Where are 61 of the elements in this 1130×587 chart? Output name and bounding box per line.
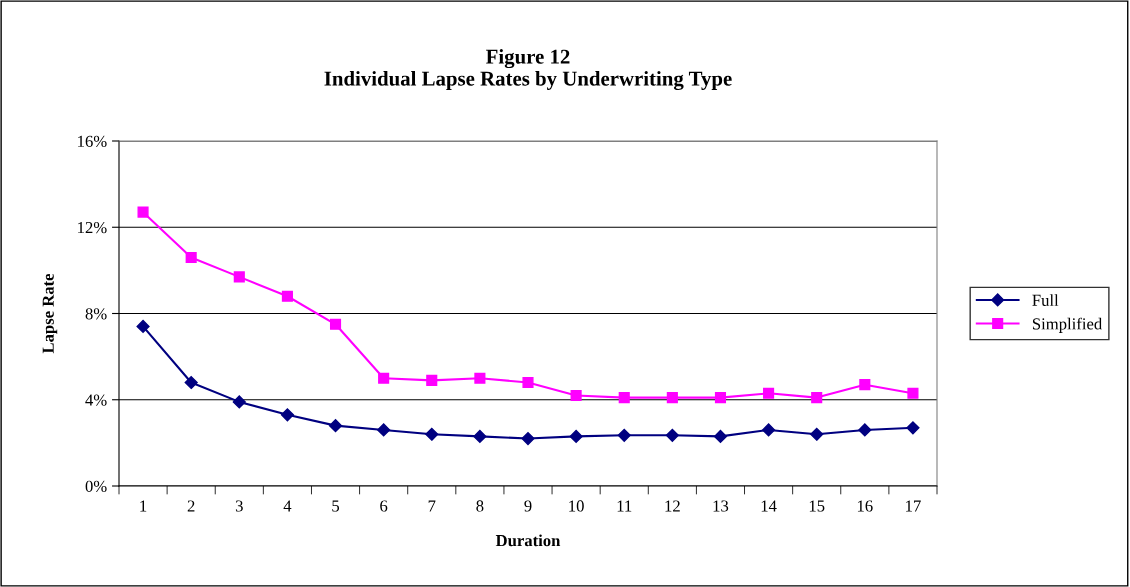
x-tick-label: 7 xyxy=(428,500,436,512)
point xyxy=(522,376,534,389)
legend-label: Full xyxy=(1032,294,1059,306)
y-axis-title: Lapse Rate xyxy=(42,273,58,354)
y-tick-label: 16% xyxy=(78,135,107,147)
x-tick-label: 14 xyxy=(761,500,777,512)
x-tick-label: 11 xyxy=(617,500,632,512)
y-tick-label: 4% xyxy=(85,394,107,406)
x-tick-label: 4 xyxy=(283,500,292,512)
x-tick-label: 2 xyxy=(187,500,195,512)
x-tick-label: 3 xyxy=(235,500,243,512)
point xyxy=(233,271,245,283)
point xyxy=(713,429,728,443)
point xyxy=(184,375,198,390)
point xyxy=(521,431,535,446)
point xyxy=(329,318,342,330)
point xyxy=(425,427,439,441)
point xyxy=(714,392,727,404)
legend-label: Simplified xyxy=(1032,317,1103,333)
x-tick-label: 15 xyxy=(809,500,825,512)
point xyxy=(474,372,486,384)
x-tick-label: 6 xyxy=(380,500,388,512)
point xyxy=(570,389,582,401)
x-tick-label: 16 xyxy=(857,500,873,512)
point xyxy=(906,421,920,435)
chart-title: Figure 12 Individual Lapse Rates by Underwriting Type xyxy=(324,49,732,91)
point xyxy=(762,423,776,437)
x-tick-label: 10 xyxy=(569,500,584,512)
point xyxy=(281,290,293,302)
point xyxy=(232,395,246,409)
point xyxy=(907,387,919,399)
point xyxy=(569,429,583,443)
point xyxy=(618,392,630,404)
point xyxy=(763,387,775,399)
point xyxy=(665,428,679,442)
point xyxy=(328,419,343,433)
point xyxy=(137,206,149,218)
x-tick-label: 1 xyxy=(140,500,147,512)
x-tick-label: 17 xyxy=(906,500,921,512)
point xyxy=(426,374,438,386)
point xyxy=(280,408,294,422)
point xyxy=(473,429,487,443)
x-tick-label: 13 xyxy=(713,500,729,512)
x-axis-title: Duration xyxy=(495,534,561,547)
point xyxy=(185,251,197,263)
x-tick-label: 9 xyxy=(524,500,532,512)
point xyxy=(378,372,390,384)
point xyxy=(811,392,823,404)
point xyxy=(810,427,824,441)
point xyxy=(377,423,391,437)
point xyxy=(136,319,150,334)
x-tick-label: 8 xyxy=(476,500,484,512)
point xyxy=(859,379,871,391)
point xyxy=(858,423,872,437)
y-tick-label: 8% xyxy=(85,308,107,320)
x-tick-label: 12 xyxy=(665,500,680,512)
point xyxy=(617,428,631,442)
y-tick-label: 0% xyxy=(85,480,107,492)
y-tick-label: 12% xyxy=(78,221,107,234)
x-tick-label: 5 xyxy=(332,500,340,512)
point xyxy=(666,392,678,404)
